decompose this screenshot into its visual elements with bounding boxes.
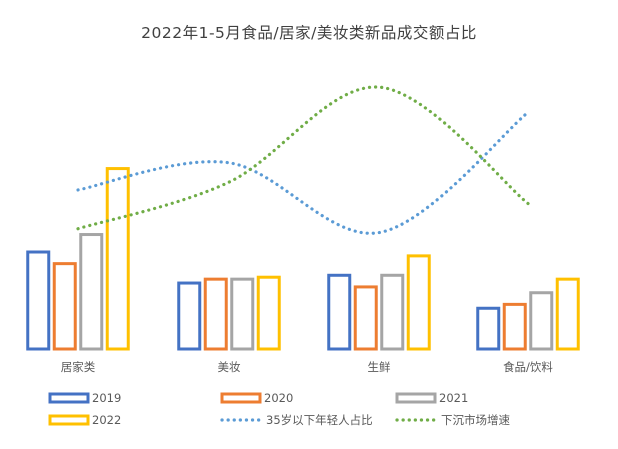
bar-2022-3 (555, 277, 580, 351)
chart-title: 2022年1-5月食品/居家/美妆类新品成交额占比 (141, 24, 477, 42)
legend-swatch-2 (395, 392, 437, 404)
legend-swatch-0 (48, 392, 90, 404)
bar-2019-0 (26, 250, 51, 351)
legend-label-3: 2022 (92, 413, 121, 427)
legend-swatch-1 (220, 392, 262, 404)
legend-label-2: 2021 (439, 391, 468, 405)
bar-2022-1 (256, 275, 281, 351)
bar-2020-1 (203, 277, 228, 351)
bar-2019-2 (327, 273, 352, 351)
legend-item-1: 2020 (220, 391, 293, 405)
bar-2021-1 (230, 277, 255, 351)
category-label-3: 食品/饮料 (503, 360, 553, 374)
legend-label-4: 35岁以下年轻人占比 (266, 413, 373, 427)
legend-swatch-3 (48, 414, 90, 426)
bar-2021-2 (380, 273, 405, 351)
bar-2020-0 (52, 262, 77, 351)
line-series-1 (76, 85, 530, 231)
legend-item-3: 2022 (48, 413, 121, 427)
legend-item-2: 2021 (395, 391, 468, 405)
bar-2019-1 (177, 281, 202, 351)
bar-2021-0 (79, 233, 104, 351)
legend-item-0: 2019 (48, 391, 121, 405)
bar-2022-0 (105, 167, 130, 351)
legend-label-0: 2019 (92, 391, 121, 405)
bar-2019-3 (476, 306, 501, 351)
plot-area (26, 85, 580, 351)
legend: 2019 2020 2021 2022 35岁以下年轻人占比 下沉市场增速 (48, 391, 510, 427)
category-axis-labels: 居家类 美妆 生鲜 食品/饮料 (61, 360, 554, 374)
category-label-0: 居家类 (61, 360, 96, 374)
category-label-1: 美妆 (218, 360, 241, 374)
legend-item-4: 35岁以下年轻人占比 (220, 413, 373, 427)
legend-label-5: 下沉市场增速 (441, 413, 510, 427)
bar-2020-2 (353, 285, 378, 351)
bar-2021-3 (529, 291, 554, 351)
line-series-0 (76, 110, 530, 235)
bar-2022-2 (406, 254, 431, 351)
legend-item-5: 下沉市场增速 (395, 413, 510, 427)
bar-2020-3 (502, 302, 527, 351)
category-label-2: 生鲜 (368, 360, 391, 374)
legend-label-1: 2020 (264, 391, 293, 405)
